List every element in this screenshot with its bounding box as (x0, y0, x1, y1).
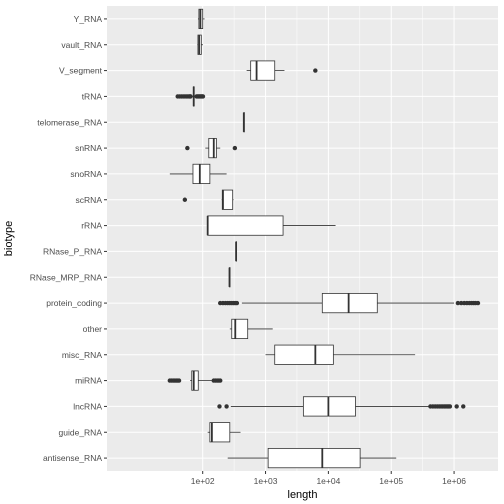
box-iqr (191, 370, 199, 391)
x-tick-label: 1e+03 (254, 476, 278, 486)
y-tick-label: tRNA (82, 91, 103, 101)
y-tick-label: scRNA (76, 195, 103, 205)
box-protein_coding (218, 292, 481, 314)
outlier-point (447, 404, 453, 409)
y-tick-label: guide_RNA (59, 427, 103, 437)
box-guide_RNA (207, 422, 241, 443)
outlier-point (454, 404, 459, 409)
box-iqr (321, 292, 378, 314)
outlier-point (217, 404, 222, 409)
box-iqr (231, 318, 249, 340)
y-tick-label: miRNA (75, 376, 102, 386)
box-vault_RNA (197, 34, 203, 55)
outlier-point (224, 404, 229, 409)
outlier-point (188, 94, 193, 99)
box-V_segment (246, 60, 318, 81)
box-miRNA (167, 370, 223, 391)
y-axis-title: biotype (3, 221, 15, 256)
x-tick-label: 1e+04 (316, 476, 340, 486)
box-antisense_RNA (227, 447, 397, 469)
y-tick-label: misc_RNA (62, 350, 102, 360)
outlier-point (232, 145, 238, 151)
box-iqr (267, 447, 361, 469)
box-snRNA (185, 137, 238, 159)
box-iqr (250, 60, 276, 81)
boxes (167, 8, 481, 469)
box-iqr (221, 189, 234, 210)
y-tick-label: lncRNA (73, 401, 102, 411)
x-tick-label: 1e+02 (191, 476, 215, 486)
x-tick-label: 1e+05 (379, 476, 403, 486)
box-lncRNA (217, 396, 466, 417)
y-tick-label: other (83, 324, 103, 334)
panel-background (107, 6, 498, 471)
box-Y_RNA (197, 8, 205, 30)
y-tick-label: RNase_P_RNA (43, 246, 102, 256)
outlier-point (182, 197, 188, 202)
box-other (229, 318, 273, 340)
box-scRNA (182, 189, 234, 210)
box-tRNA (175, 86, 206, 107)
y-tick-label: snRNA (75, 143, 102, 153)
outlier-point (455, 300, 461, 306)
y-tick-label: rRNA (81, 221, 102, 231)
box-iqr (274, 344, 334, 365)
box-rRNA (206, 215, 336, 236)
y-tick-label: snoRNA (70, 169, 102, 179)
outlier-point (313, 68, 318, 73)
outlier-point (200, 94, 206, 99)
y-tick-label: vault_RNA (61, 40, 102, 50)
outlier-point (218, 378, 223, 383)
outlier-point (475, 300, 481, 306)
box-RNase_P_RNA (235, 241, 238, 262)
y-tick-label: Y_RNA (74, 14, 103, 24)
outlier-point (185, 145, 190, 151)
box-iqr (302, 396, 356, 417)
outlier-point (176, 378, 182, 383)
y-tick-label: V_segment (59, 66, 103, 76)
box-misc_RNA (265, 344, 416, 365)
x-axis-title: length (288, 489, 318, 501)
box-iqr (208, 137, 217, 159)
outlier-point (234, 300, 240, 306)
y-tick-label: RNase_MRP_RNA (30, 272, 103, 282)
box-iqr (209, 422, 231, 443)
y-tick-label: antisense_RNA (43, 453, 102, 463)
box-snoRNA (169, 163, 227, 185)
box-RNase_MRP_RNA (228, 267, 231, 288)
box-telomerase_RNA (242, 112, 245, 133)
box-iqr (192, 163, 211, 185)
x-tick-label: 1e+06 (442, 476, 466, 486)
y-tick-label: protein_coding (46, 298, 102, 308)
outlier-point (461, 404, 466, 409)
x-axis: 1e+02 1e+03 1e+04 1e+05 1e+06 (191, 471, 466, 486)
y-axis: Y_RNA vault_RNA V_segment tRNA telomerase_RN… (30, 14, 107, 463)
box-iqr (207, 215, 284, 236)
y-tick-label: telomerase_RNA (37, 117, 102, 127)
